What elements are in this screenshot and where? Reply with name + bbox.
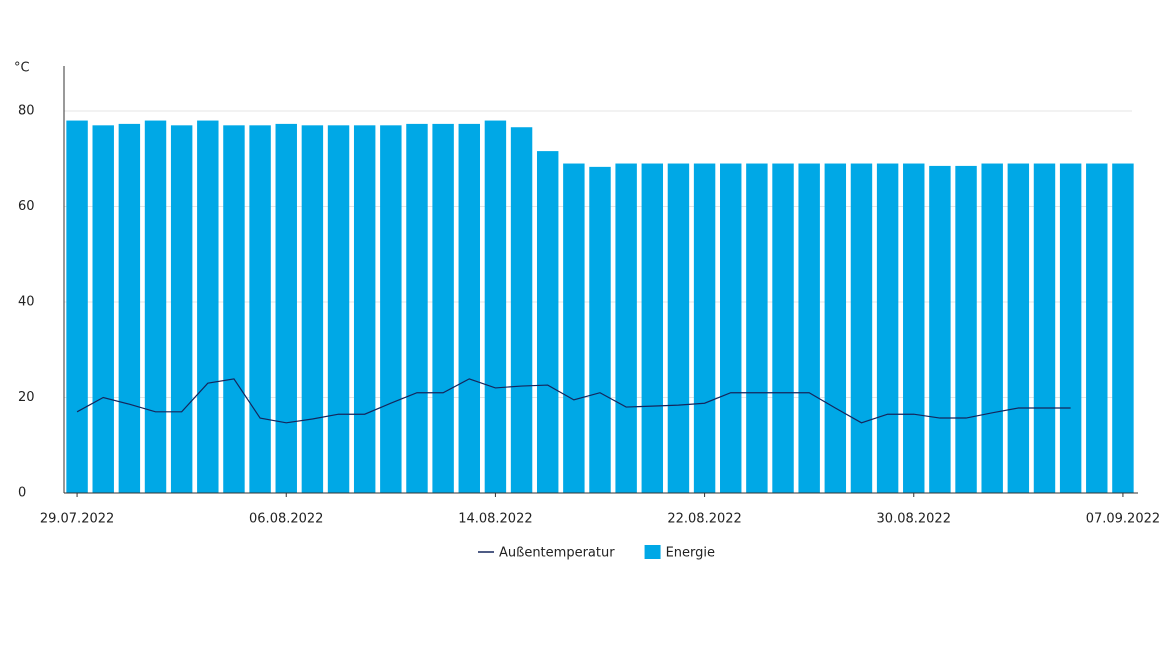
bar xyxy=(563,163,585,493)
line xyxy=(76,378,1071,424)
x-tick-label: 30.08.2022 xyxy=(877,512,951,527)
y-tick-label: 0 xyxy=(18,486,26,501)
bar xyxy=(458,123,480,493)
y-tick-label: 60 xyxy=(18,199,35,214)
x-tick-label: 22.08.2022 xyxy=(667,512,741,527)
bar xyxy=(1112,163,1134,493)
bar xyxy=(667,163,690,493)
bar xyxy=(144,120,167,494)
bar xyxy=(824,163,847,493)
bar xyxy=(850,163,873,493)
bar xyxy=(955,165,977,493)
y-unit: °C xyxy=(14,61,30,76)
bar xyxy=(92,125,114,493)
bar xyxy=(170,125,193,493)
legend-label: Außentemperatur xyxy=(499,546,615,561)
y-tick-label: 20 xyxy=(18,390,35,405)
bar xyxy=(746,163,768,493)
bar xyxy=(66,120,88,494)
bar xyxy=(301,125,324,493)
bar xyxy=(353,125,376,493)
bar xyxy=(510,127,533,494)
bar xyxy=(772,163,794,493)
bar xyxy=(223,125,245,493)
bar xyxy=(380,125,402,493)
bar xyxy=(1086,163,1108,493)
bar xyxy=(484,120,507,494)
bar xyxy=(589,166,611,493)
x-tick-label: 07.09.2022 xyxy=(1086,512,1160,527)
bar xyxy=(641,163,664,493)
bar xyxy=(249,125,271,493)
bar xyxy=(615,163,637,493)
y-tick-label: 80 xyxy=(18,104,35,119)
bar xyxy=(275,123,297,493)
bar xyxy=(929,165,951,493)
bar xyxy=(720,163,742,493)
legend-swatch xyxy=(644,545,661,559)
bar xyxy=(981,163,1003,493)
bar xyxy=(1007,163,1030,493)
bar xyxy=(1059,163,1082,493)
x-tick-label: 06.08.2022 xyxy=(249,512,323,527)
bar xyxy=(876,163,899,493)
x-tick-label: 29.07.2022 xyxy=(40,512,114,527)
bar xyxy=(536,151,559,494)
x-tick-label: 14.08.2022 xyxy=(458,512,532,527)
bar xyxy=(118,123,141,493)
bar xyxy=(693,163,716,493)
y-tick-label: 40 xyxy=(18,295,35,310)
bar xyxy=(1033,163,1056,493)
bar xyxy=(903,163,925,493)
legend-label: Energie xyxy=(666,546,715,561)
bar xyxy=(406,123,428,493)
bar xyxy=(197,120,219,494)
bar xyxy=(432,123,454,493)
bar xyxy=(327,125,350,493)
bar xyxy=(798,163,820,493)
